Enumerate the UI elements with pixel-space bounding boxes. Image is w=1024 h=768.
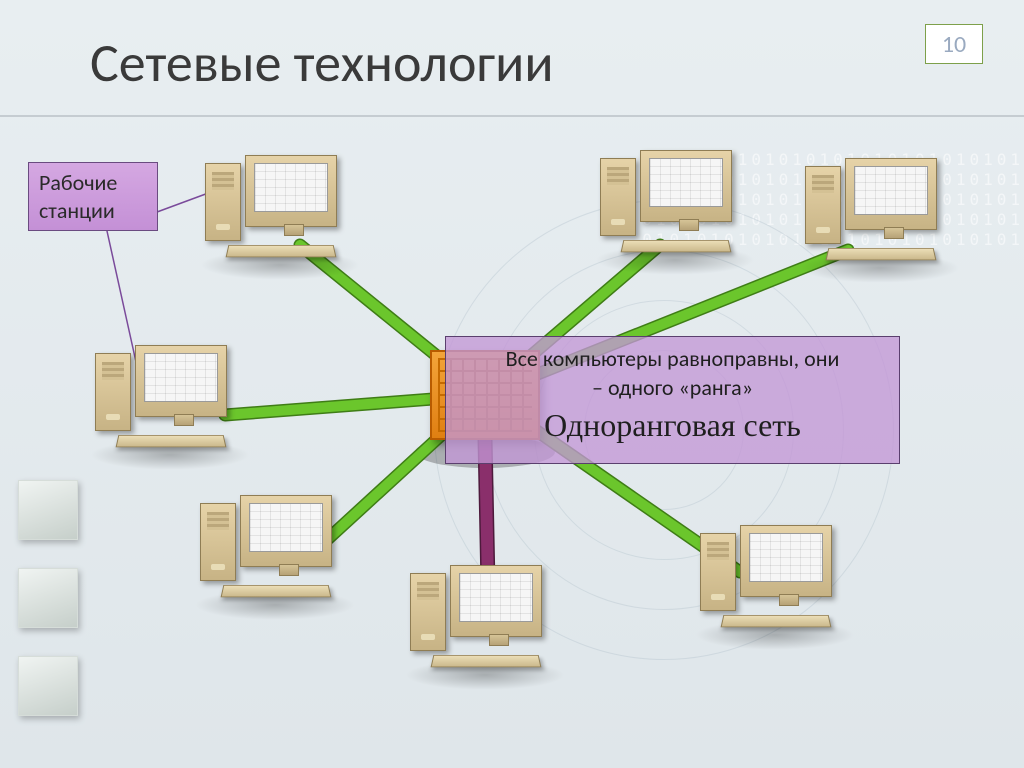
pc-monitor xyxy=(640,150,732,222)
pc-keyboard xyxy=(826,248,937,260)
pc-monitor xyxy=(135,345,227,417)
pc-tower xyxy=(200,503,236,581)
info-line-2: – одного «ранга» xyxy=(456,374,889,401)
workstations-label: Рабочие станции xyxy=(28,162,158,231)
pc-tower xyxy=(700,533,736,611)
pc-tower xyxy=(205,163,241,241)
workstation-ws5 xyxy=(700,525,840,645)
pc-monitor xyxy=(845,158,937,230)
workstation-ws2 xyxy=(95,345,235,465)
pc-keyboard xyxy=(431,655,542,667)
pc-tower xyxy=(600,158,636,236)
pc-keyboard xyxy=(221,585,332,597)
nav-square[interactable] xyxy=(18,480,78,540)
workstation-ws6 xyxy=(600,150,740,270)
pc-tower xyxy=(805,166,841,244)
nav-square[interactable] xyxy=(18,656,78,716)
pc-keyboard xyxy=(721,615,832,627)
nav-square[interactable] xyxy=(18,568,78,628)
workstation-ws7 xyxy=(805,158,945,278)
info-callout: Все компьютеры равноправны, они – одного… xyxy=(445,336,900,464)
workstation-ws4 xyxy=(410,565,550,685)
workstations-label-line2: станции xyxy=(39,197,147,225)
nav-squares xyxy=(18,480,78,744)
pc-monitor xyxy=(740,525,832,597)
workstation-ws1 xyxy=(205,155,345,275)
info-line-1: Все компьютеры равноправны, они xyxy=(456,345,889,372)
info-line-3: Одноранговая сеть xyxy=(456,407,889,444)
pc-keyboard xyxy=(226,245,337,257)
network-diagram: Все компьютеры равноправны, они – одного… xyxy=(0,0,1024,768)
workstations-label-line1: Рабочие xyxy=(39,169,147,197)
pc-monitor xyxy=(240,495,332,567)
pc-keyboard xyxy=(621,240,732,252)
pc-monitor xyxy=(450,565,542,637)
pc-tower xyxy=(95,353,131,431)
workstation-ws3 xyxy=(200,495,340,615)
pc-keyboard xyxy=(116,435,227,447)
pc-monitor xyxy=(245,155,337,227)
pc-tower xyxy=(410,573,446,651)
